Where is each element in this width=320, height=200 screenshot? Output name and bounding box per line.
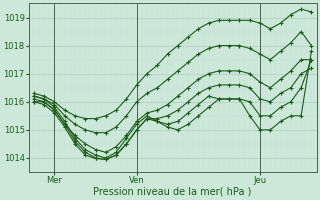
- X-axis label: Pression niveau de la mer( hPa ): Pression niveau de la mer( hPa ): [93, 187, 252, 197]
